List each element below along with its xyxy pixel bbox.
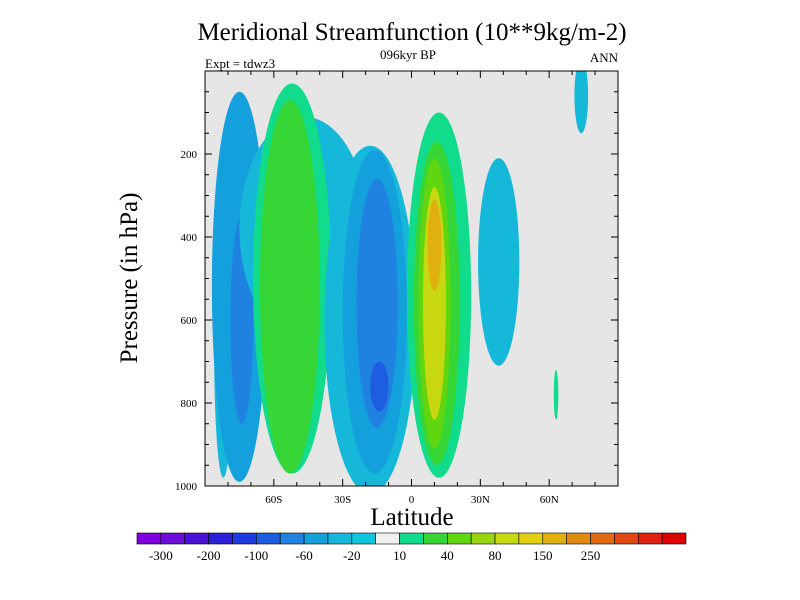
colorbar-swatch	[423, 532, 448, 545]
colorbar-swatch	[184, 532, 209, 545]
cell-sh-hadley-mid	[356, 178, 398, 428]
colorbar-swatch	[208, 532, 233, 545]
colorbar-swatch	[136, 532, 162, 545]
colorbar-label: 150	[533, 548, 553, 563]
colorbar-swatch	[590, 532, 615, 545]
colorbar-label: -300	[149, 548, 173, 563]
cell-sh-hadley-core	[370, 361, 389, 412]
colorbar-swatch	[494, 532, 520, 545]
colorbar-label: 10	[393, 548, 406, 563]
colorbar-label: 80	[489, 548, 502, 563]
x-tick-label: 60S	[265, 494, 282, 506]
cell-nh-ferrel	[478, 158, 520, 366]
colorbar-swatch	[637, 532, 663, 545]
colorbar-swatch	[566, 532, 591, 545]
y-tick-label: 600	[181, 315, 198, 327]
colorbar-swatch	[542, 532, 567, 545]
cell-sh-ferrel-core	[260, 100, 320, 474]
colorbar-swatch	[470, 532, 496, 545]
colorbar-label: -20	[343, 548, 360, 563]
chart-subtitle: 096kyr BP	[380, 47, 436, 62]
y-tick-label: 200	[181, 149, 198, 161]
y-axis-label: Pressure (in hPa)	[116, 193, 143, 364]
colorbar-swatch	[279, 532, 305, 545]
colorbar-swatch	[447, 532, 472, 545]
colorbar-swatch	[614, 532, 639, 545]
x-axis-label: Latitude	[370, 504, 453, 531]
y-tick-label: 400	[181, 232, 198, 244]
colorbar-swatch	[661, 532, 687, 545]
colorbar-swatch	[351, 532, 376, 545]
colorbar-swatch	[232, 532, 257, 545]
y-tick-label: 1000	[175, 481, 198, 493]
x-tick-label: 60N	[540, 494, 559, 506]
y-axis-ticks: 200 400 600 800 1000	[175, 91, 618, 493]
experiment-label: Expt = tdwz3	[205, 56, 275, 71]
colorbar-label: 40	[441, 548, 454, 563]
colorbar-label: -200	[197, 548, 221, 563]
y-tick-label: 800	[181, 398, 198, 410]
x-tick-label: 0	[409, 494, 415, 506]
cell-nh-hadley-core	[427, 199, 442, 291]
colorbar-swatch	[160, 532, 186, 545]
colorbar-swatch	[375, 532, 400, 545]
x-tick-label: 30N	[471, 494, 490, 506]
colorbar-swatch	[399, 532, 424, 545]
colorbar-swatch	[327, 532, 353, 545]
chart-title: Meridional Streamfunction (10**9kg/m-2)	[197, 19, 626, 46]
x-tick-label: 30S	[334, 494, 351, 506]
season-label: ANN	[590, 50, 619, 65]
colorbar-label: 250	[581, 548, 601, 563]
colorbar-label: -100	[244, 548, 268, 563]
cell-nh-polar	[574, 71, 589, 134]
colorbar: -300 -200 -100 -60 -20 10 40 80 150 250	[136, 532, 687, 563]
contour-fill-layer	[211, 71, 589, 486]
colorbar-swatch	[303, 532, 329, 545]
colorbar-label: -60	[295, 548, 312, 563]
cell-nh-small	[553, 369, 559, 420]
colorbar-swatch	[518, 532, 544, 545]
x-axis-ticks: 60S 30S 0 30N 60N	[227, 71, 596, 506]
colorbar-swatch	[256, 532, 281, 545]
